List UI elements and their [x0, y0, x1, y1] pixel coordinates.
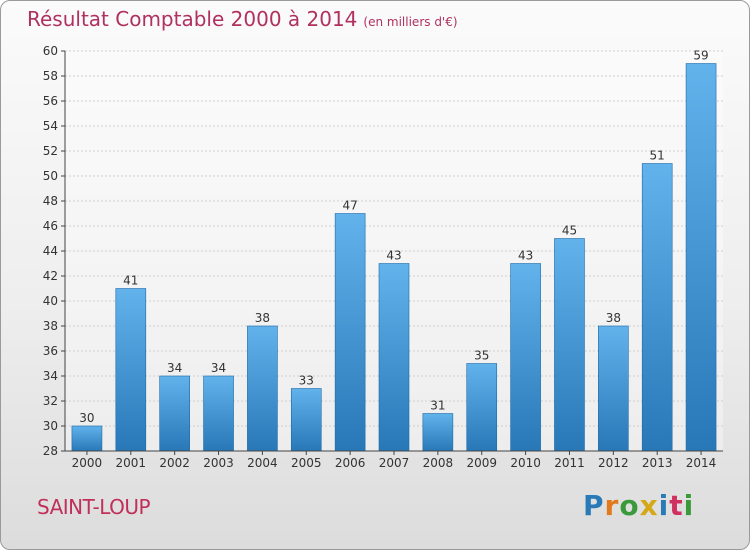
- bar: [334, 213, 366, 452]
- bar: [247, 325, 278, 452]
- x-tick-label: 2006: [335, 456, 366, 470]
- bar: [290, 388, 322, 452]
- y-tick-label: 58: [43, 69, 58, 83]
- bar-layer: 30 41 34 34 38 33 47 43 31 35 43 45 38 51 59: [71, 49, 717, 452]
- bar: [71, 425, 103, 452]
- x-axis: 2000 2001 2002 2003 2004 2005 2006 2007 2008 2009…: [65, 450, 723, 470]
- x-tick-label: 2013: [642, 456, 673, 470]
- bar: [115, 288, 147, 452]
- bar: [510, 263, 541, 452]
- logo-letter: x: [639, 489, 659, 522]
- x-tick-label: 2011: [554, 456, 585, 470]
- x-tick-label: 2005: [291, 456, 322, 470]
- bar-value-label: 30: [79, 411, 94, 425]
- x-tick-label: 2014: [686, 456, 717, 470]
- x-tick-label: 2010: [510, 456, 541, 470]
- logo-letter: r: [604, 489, 620, 522]
- bar-value-label: 43: [386, 249, 401, 263]
- bar-value-label: 31: [430, 399, 445, 413]
- chart-subtitle: (en milliers d'€): [363, 15, 458, 29]
- bar-value-label: 41: [123, 274, 138, 288]
- logo-letter: t: [669, 489, 684, 522]
- logo-letter: P: [583, 489, 605, 522]
- chart-title-text: Résultat Comptable 2000 à 2014: [27, 7, 358, 31]
- y-tick-label: 28: [43, 444, 58, 458]
- bar-value-label: 51: [650, 149, 665, 163]
- x-tick-label: 2004: [247, 456, 278, 470]
- bar-value-label: 47: [342, 199, 357, 213]
- bar-value-label: 34: [167, 361, 182, 375]
- y-tick-label: 52: [43, 144, 58, 158]
- chart-title: Résultat Comptable 2000 à 2014 (en millie…: [27, 7, 458, 31]
- x-tick-label: 2012: [598, 456, 629, 470]
- y-tick-label: 56: [43, 94, 58, 108]
- bar: [203, 375, 234, 452]
- y-tick-label: 34: [43, 369, 58, 383]
- x-tick-label: 2008: [423, 456, 454, 470]
- logo-letter: i: [658, 489, 670, 522]
- proxiti-logo[interactable]: Proxiti: [583, 489, 694, 522]
- y-tick-label: 46: [43, 219, 58, 233]
- y-tick-label: 42: [43, 269, 58, 283]
- bar-value-label: 59: [693, 49, 708, 63]
- y-tick-label: 36: [43, 344, 58, 358]
- bar-value-label: 38: [606, 311, 621, 325]
- x-tick-label: 2001: [116, 456, 147, 470]
- bar: [598, 325, 629, 452]
- bar: [466, 363, 498, 452]
- y-tick-label: 32: [43, 394, 58, 408]
- x-tick-label: 2000: [72, 456, 103, 470]
- y-tick-label: 30: [43, 419, 58, 433]
- y-tick-label: 54: [43, 119, 58, 133]
- bar: [422, 413, 454, 452]
- bar: [159, 375, 190, 452]
- y-tick-label: 44: [43, 244, 58, 258]
- bar: [685, 63, 717, 452]
- x-tick-label: 2009: [466, 456, 497, 470]
- bar-value-label: 35: [474, 349, 489, 363]
- y-tick-label: 38: [43, 319, 58, 333]
- bar: [378, 263, 410, 452]
- y-axis: 28 30 32 34 36 38 40 42 44 46 48 50 52 54 56 58 60: [43, 44, 66, 458]
- bar-value-label: 33: [299, 374, 314, 388]
- bar: [554, 238, 585, 452]
- bar: [641, 163, 673, 452]
- y-tick-label: 50: [43, 169, 58, 183]
- logo-letter: o: [619, 489, 640, 522]
- y-tick-label: 48: [43, 194, 58, 208]
- y-tick-label: 60: [43, 44, 58, 58]
- place-name: SAINT-LOUP: [37, 495, 151, 519]
- bar-value-label: 43: [518, 249, 533, 263]
- y-tick-label: 40: [43, 294, 58, 308]
- logo-letter: i: [683, 489, 695, 522]
- x-tick-label: 2003: [203, 456, 234, 470]
- x-tick-label: 2007: [379, 456, 410, 470]
- bar-value-label: 45: [562, 224, 577, 238]
- bar-value-label: 38: [255, 311, 270, 325]
- x-tick-label: 2002: [159, 456, 190, 470]
- bar-value-label: 34: [211, 361, 226, 375]
